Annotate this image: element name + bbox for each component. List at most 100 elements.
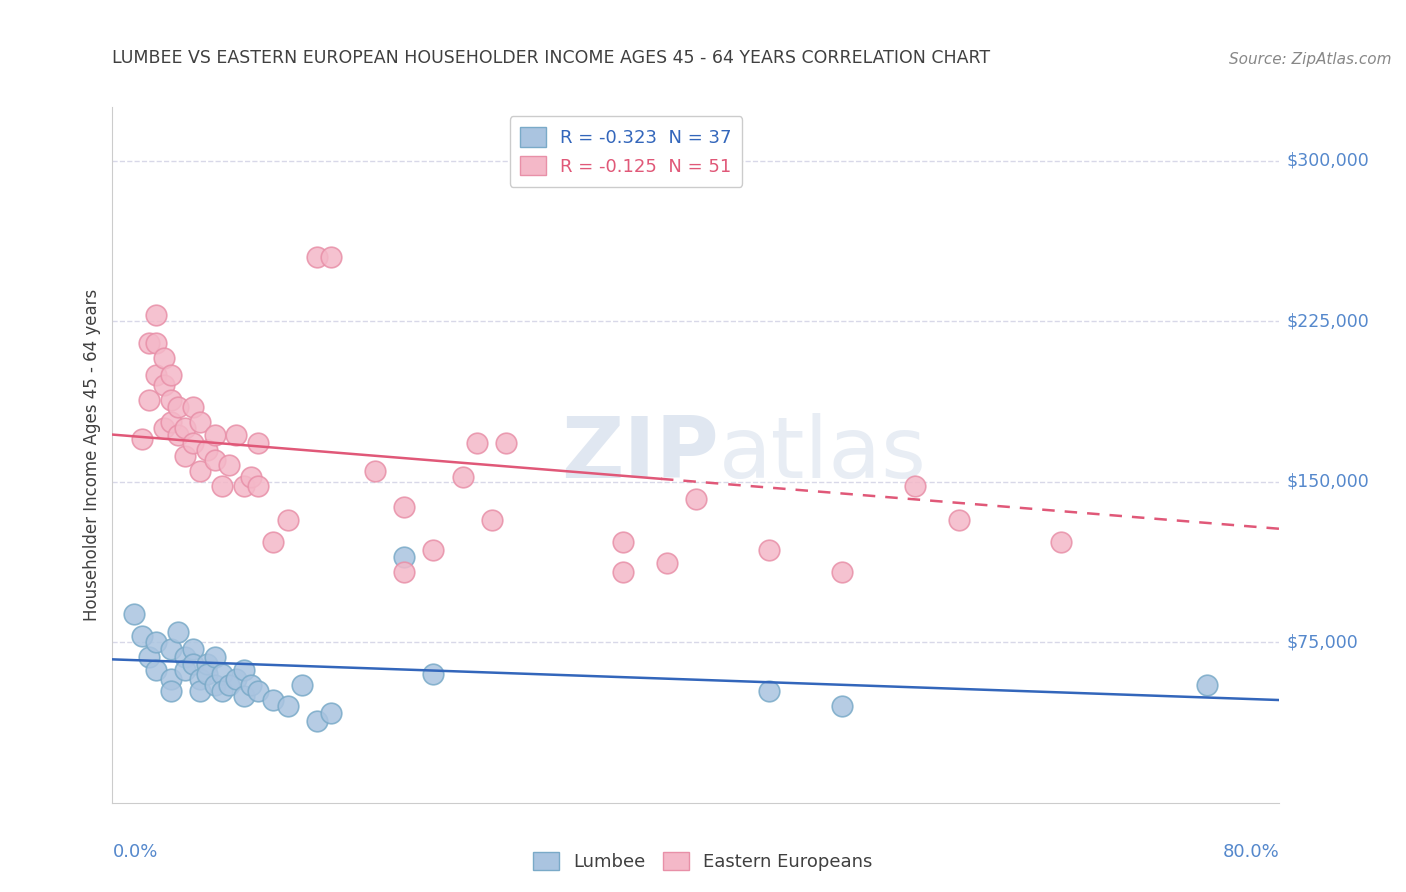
Y-axis label: Householder Income Ages 45 - 64 years: Householder Income Ages 45 - 64 years [83, 289, 101, 621]
Point [291, 678, 314, 692]
Point [218, 458, 240, 472]
Point [160, 684, 183, 698]
Point [167, 427, 190, 442]
Point [145, 335, 167, 350]
Point [422, 667, 444, 681]
Point [904, 479, 927, 493]
Text: Source: ZipAtlas.com: Source: ZipAtlas.com [1229, 52, 1392, 67]
Point [174, 421, 197, 435]
Point [160, 393, 183, 408]
Point [188, 464, 211, 478]
Point [392, 565, 416, 579]
Point [152, 351, 174, 365]
Legend: R = -0.323  N = 37, R = -0.125  N = 51: R = -0.323 N = 37, R = -0.125 N = 51 [509, 116, 742, 186]
Point [138, 650, 160, 665]
Point [276, 513, 298, 527]
Point [211, 479, 233, 493]
Text: ZIP: ZIP [561, 413, 720, 497]
Point [211, 684, 233, 698]
Point [211, 667, 233, 681]
Point [305, 250, 328, 264]
Point [160, 368, 183, 382]
Point [232, 689, 254, 703]
Point [305, 714, 328, 729]
Point [612, 534, 634, 549]
Point [138, 393, 160, 408]
Point [204, 650, 226, 665]
Point [145, 308, 167, 322]
Point [167, 624, 190, 639]
Point [262, 693, 284, 707]
Text: 80.0%: 80.0% [1223, 843, 1279, 861]
Point [218, 678, 240, 692]
Point [1195, 678, 1218, 692]
Point [481, 513, 503, 527]
Point [152, 378, 174, 392]
Point [392, 549, 416, 564]
Point [232, 663, 254, 677]
Point [131, 432, 153, 446]
Point [195, 657, 218, 671]
Point [247, 436, 270, 450]
Point [174, 650, 197, 665]
Point [240, 678, 263, 692]
Point [451, 470, 474, 484]
Point [152, 421, 174, 435]
Point [276, 699, 298, 714]
Text: $75,000: $75,000 [1286, 633, 1358, 651]
Point [612, 565, 634, 579]
Point [174, 663, 197, 677]
Point [181, 657, 204, 671]
Point [204, 453, 226, 467]
Point [758, 684, 780, 698]
Text: $300,000: $300,000 [1286, 152, 1369, 169]
Point [240, 470, 263, 484]
Point [145, 368, 167, 382]
Point [422, 543, 444, 558]
Point [495, 436, 517, 450]
Point [188, 684, 211, 698]
Point [262, 534, 284, 549]
Text: $150,000: $150,000 [1286, 473, 1369, 491]
Point [181, 400, 204, 414]
Point [655, 556, 678, 570]
Text: LUMBEE VS EASTERN EUROPEAN HOUSEHOLDER INCOME AGES 45 - 64 YEARS CORRELATION CHA: LUMBEE VS EASTERN EUROPEAN HOUSEHOLDER I… [112, 49, 991, 67]
Point [321, 250, 343, 264]
Point [145, 635, 167, 649]
Point [364, 464, 387, 478]
Point [138, 335, 160, 350]
Point [392, 500, 416, 515]
Point [247, 479, 270, 493]
Point [131, 629, 153, 643]
Text: 0.0%: 0.0% [112, 843, 157, 861]
Point [160, 415, 183, 429]
Point [232, 479, 254, 493]
Point [831, 699, 853, 714]
Point [247, 684, 270, 698]
Point [948, 513, 970, 527]
Point [160, 672, 183, 686]
Point [321, 706, 343, 720]
Point [758, 543, 780, 558]
Point [181, 641, 204, 656]
Text: $225,000: $225,000 [1286, 312, 1369, 330]
Point [831, 565, 853, 579]
Point [1049, 534, 1071, 549]
Point [195, 667, 218, 681]
Point [225, 427, 247, 442]
Point [204, 427, 226, 442]
Legend: Lumbee, Eastern Europeans: Lumbee, Eastern Europeans [526, 845, 880, 879]
Point [204, 678, 226, 692]
Point [124, 607, 146, 622]
Point [195, 442, 218, 457]
Point [160, 641, 183, 656]
Text: atlas: atlas [720, 413, 928, 497]
Point [465, 436, 488, 450]
Point [181, 436, 204, 450]
Point [188, 672, 211, 686]
Point [188, 415, 211, 429]
Point [145, 663, 167, 677]
Point [167, 400, 190, 414]
Point [225, 672, 247, 686]
Point [174, 449, 197, 463]
